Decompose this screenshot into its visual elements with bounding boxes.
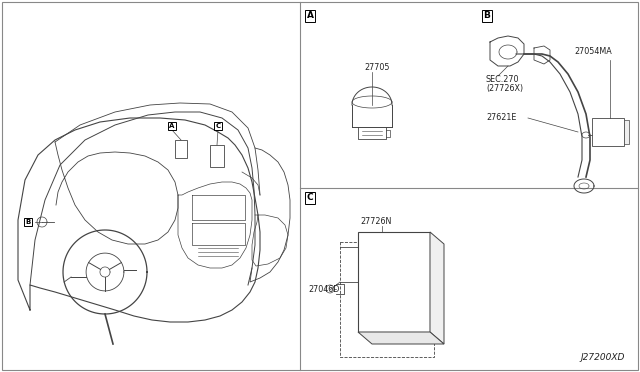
Text: B: B <box>26 219 31 225</box>
Text: SEC.270: SEC.270 <box>486 76 520 84</box>
Text: 27054MA: 27054MA <box>574 48 612 57</box>
Text: 27726N: 27726N <box>360 218 392 227</box>
Polygon shape <box>358 332 444 344</box>
Bar <box>210 145 224 167</box>
Text: C: C <box>307 193 314 202</box>
Bar <box>340 242 434 357</box>
Polygon shape <box>430 232 444 344</box>
Text: 27046D: 27046D <box>308 285 339 295</box>
Text: B: B <box>484 12 490 20</box>
Text: A: A <box>307 12 314 20</box>
Text: A: A <box>170 123 175 129</box>
Bar <box>175 140 187 158</box>
Bar <box>358 232 430 332</box>
Bar <box>592 118 624 146</box>
Text: J27200XD: J27200XD <box>580 353 625 362</box>
Text: (27726X): (27726X) <box>486 83 523 93</box>
Text: C: C <box>216 123 221 129</box>
Text: 27621E: 27621E <box>486 113 516 122</box>
Bar <box>624 120 629 144</box>
Text: 27705: 27705 <box>364 64 390 73</box>
